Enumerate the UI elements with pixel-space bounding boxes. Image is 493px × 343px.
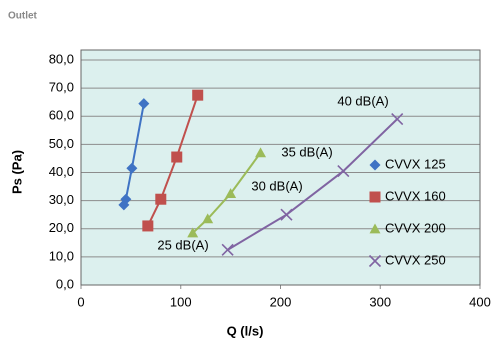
data-point (202, 213, 214, 224)
data-point (138, 98, 150, 110)
data-point (120, 193, 132, 205)
y-tick-label: 0,0 (56, 276, 74, 291)
y-tick-label: 30,0 (49, 192, 74, 207)
legend-label: CVVX 250 (385, 252, 446, 267)
data-point (225, 188, 237, 198)
data-point (391, 112, 404, 126)
legend-marker (369, 191, 381, 203)
y-tick-label: 20,0 (49, 220, 74, 235)
chart-subtitle: Outlet (8, 11, 38, 22)
data-point (192, 89, 204, 101)
legend-marker (369, 223, 381, 234)
data-point (155, 193, 167, 205)
data-point (171, 151, 183, 163)
annotation: 35 dB(A) (281, 144, 332, 159)
plot-area (81, 50, 480, 285)
legend-label: CVVX 200 (385, 220, 446, 235)
annotation: 25 dB(A) (157, 237, 208, 252)
legend-label: CVVX 160 (385, 188, 446, 203)
data-point (337, 165, 350, 178)
annotation: 40 dB(A) (337, 93, 388, 108)
legend-marker (368, 254, 382, 268)
x-tick-label: 400 (469, 294, 491, 309)
x-tick-label: 300 (369, 294, 391, 309)
series-line (146, 94, 199, 227)
y-tick-label: 70,0 (49, 80, 74, 95)
x-tick-label: 200 (270, 294, 292, 309)
y-tick-label: 60,0 (49, 108, 74, 123)
y-tick-label: 50,0 (49, 136, 74, 151)
x-axis-title: Q (l/s) (227, 323, 264, 338)
legend-marker (369, 159, 381, 171)
data-point (187, 227, 199, 238)
data-point (221, 243, 234, 256)
data-point (280, 208, 293, 221)
series-line (227, 118, 398, 251)
y-axis-title: Ps (Pa) (9, 150, 24, 194)
data-point (255, 147, 267, 158)
y-tick-label: 80,0 (49, 51, 74, 66)
legend-label: CVVX 125 (385, 156, 446, 171)
data-point (142, 220, 154, 232)
series-line (192, 152, 262, 234)
plot-border (80, 49, 481, 286)
x-tick-label: 100 (170, 294, 192, 309)
annotation: 30 dB(A) (251, 178, 302, 193)
x-tick-label: 0 (77, 294, 84, 309)
y-tick-label: 10,0 (49, 248, 74, 263)
y-tick-label: 40,0 (49, 164, 74, 179)
data-point (126, 162, 138, 174)
